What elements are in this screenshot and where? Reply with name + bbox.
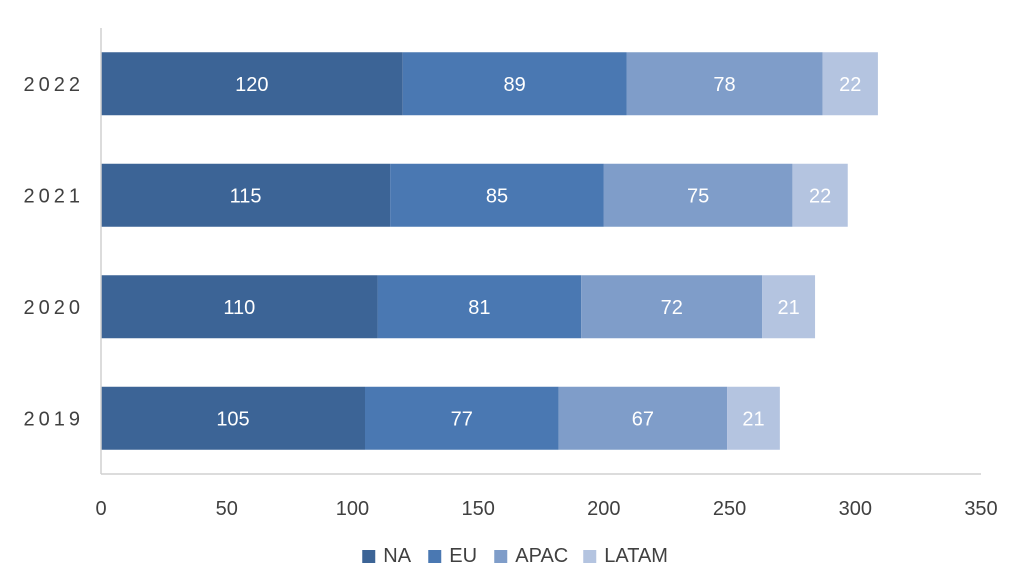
data-labels-layer: 105 77 67 21 110 81 72 21 115 85 75 22 120 89 78 22	[216, 74, 861, 431]
y-tick-label-2020: 2020	[24, 297, 85, 319]
bar-na-2019	[101, 386, 365, 450]
legend-swatch-latam	[583, 550, 597, 563]
data-label-latam-2019: 21	[742, 408, 764, 430]
legend-swatch-apac	[494, 550, 508, 563]
y-tick-label-2021: 2021	[24, 185, 85, 207]
legend-swatch-na	[362, 550, 376, 563]
bar-eu-2022	[402, 52, 627, 116]
x-tick-label-100: 100	[336, 498, 369, 520]
bar-apac-2019	[558, 386, 728, 450]
bar-apac-2022	[626, 52, 823, 116]
legend-label-apac: APAC	[515, 545, 568, 567]
bar-eu-2020	[377, 275, 582, 339]
x-tick-label-150: 150	[461, 498, 494, 520]
legend-swatch-eu	[428, 550, 442, 563]
data-label-na-2021: 115	[230, 185, 262, 207]
data-label-latam-2020: 21	[778, 297, 800, 319]
x-tick-label-200: 200	[587, 498, 620, 520]
bar-na-2021	[101, 163, 391, 227]
data-label-apac-2020: 72	[661, 297, 683, 319]
data-label-na-2022: 120	[235, 74, 268, 96]
bar-apac-2020	[581, 275, 763, 339]
data-label-eu-2021: 85	[486, 185, 508, 207]
data-label-apac-2021: 75	[687, 185, 709, 207]
x-tick-label-350: 350	[964, 498, 997, 520]
data-label-eu-2022: 89	[503, 74, 525, 96]
bars-layer	[101, 52, 878, 450]
bar-latam-2020	[762, 275, 816, 339]
bar-latam-2021	[792, 163, 848, 227]
axes-layer: 2019 2020 2021 2022 0 50 100 150 200 250 300 350	[24, 28, 998, 520]
data-label-apac-2022: 78	[713, 74, 735, 96]
legend-label-eu: EU	[449, 545, 477, 567]
data-label-na-2019: 105	[216, 408, 249, 430]
y-tick-label-2022: 2022	[24, 74, 85, 96]
y-tick-label-2019: 2019	[24, 408, 85, 430]
data-label-latam-2022: 22	[839, 74, 861, 96]
legend-label-na: NA	[383, 545, 411, 567]
bar-eu-2021	[390, 163, 604, 227]
bar-na-2020	[101, 275, 378, 339]
x-tick-label-300: 300	[839, 498, 872, 520]
data-label-apac-2019: 67	[632, 408, 654, 430]
x-tick-label-0: 0	[95, 498, 106, 520]
legend-label-latam: LATAM	[604, 545, 668, 567]
x-tick-label-50: 50	[216, 498, 238, 520]
bar-latam-2019	[727, 386, 780, 450]
data-label-eu-2019: 77	[451, 408, 473, 430]
bar-latam-2022	[822, 52, 878, 116]
bar-apac-2021	[603, 163, 793, 227]
data-label-latam-2021: 22	[809, 185, 831, 207]
bar-eu-2019	[365, 386, 559, 450]
bar-na-2022	[101, 52, 403, 116]
legend: NA EU APAC LATAM	[362, 545, 668, 567]
x-tick-label-250: 250	[713, 498, 746, 520]
data-label-na-2020: 110	[223, 297, 255, 319]
data-label-eu-2020: 81	[468, 297, 490, 319]
